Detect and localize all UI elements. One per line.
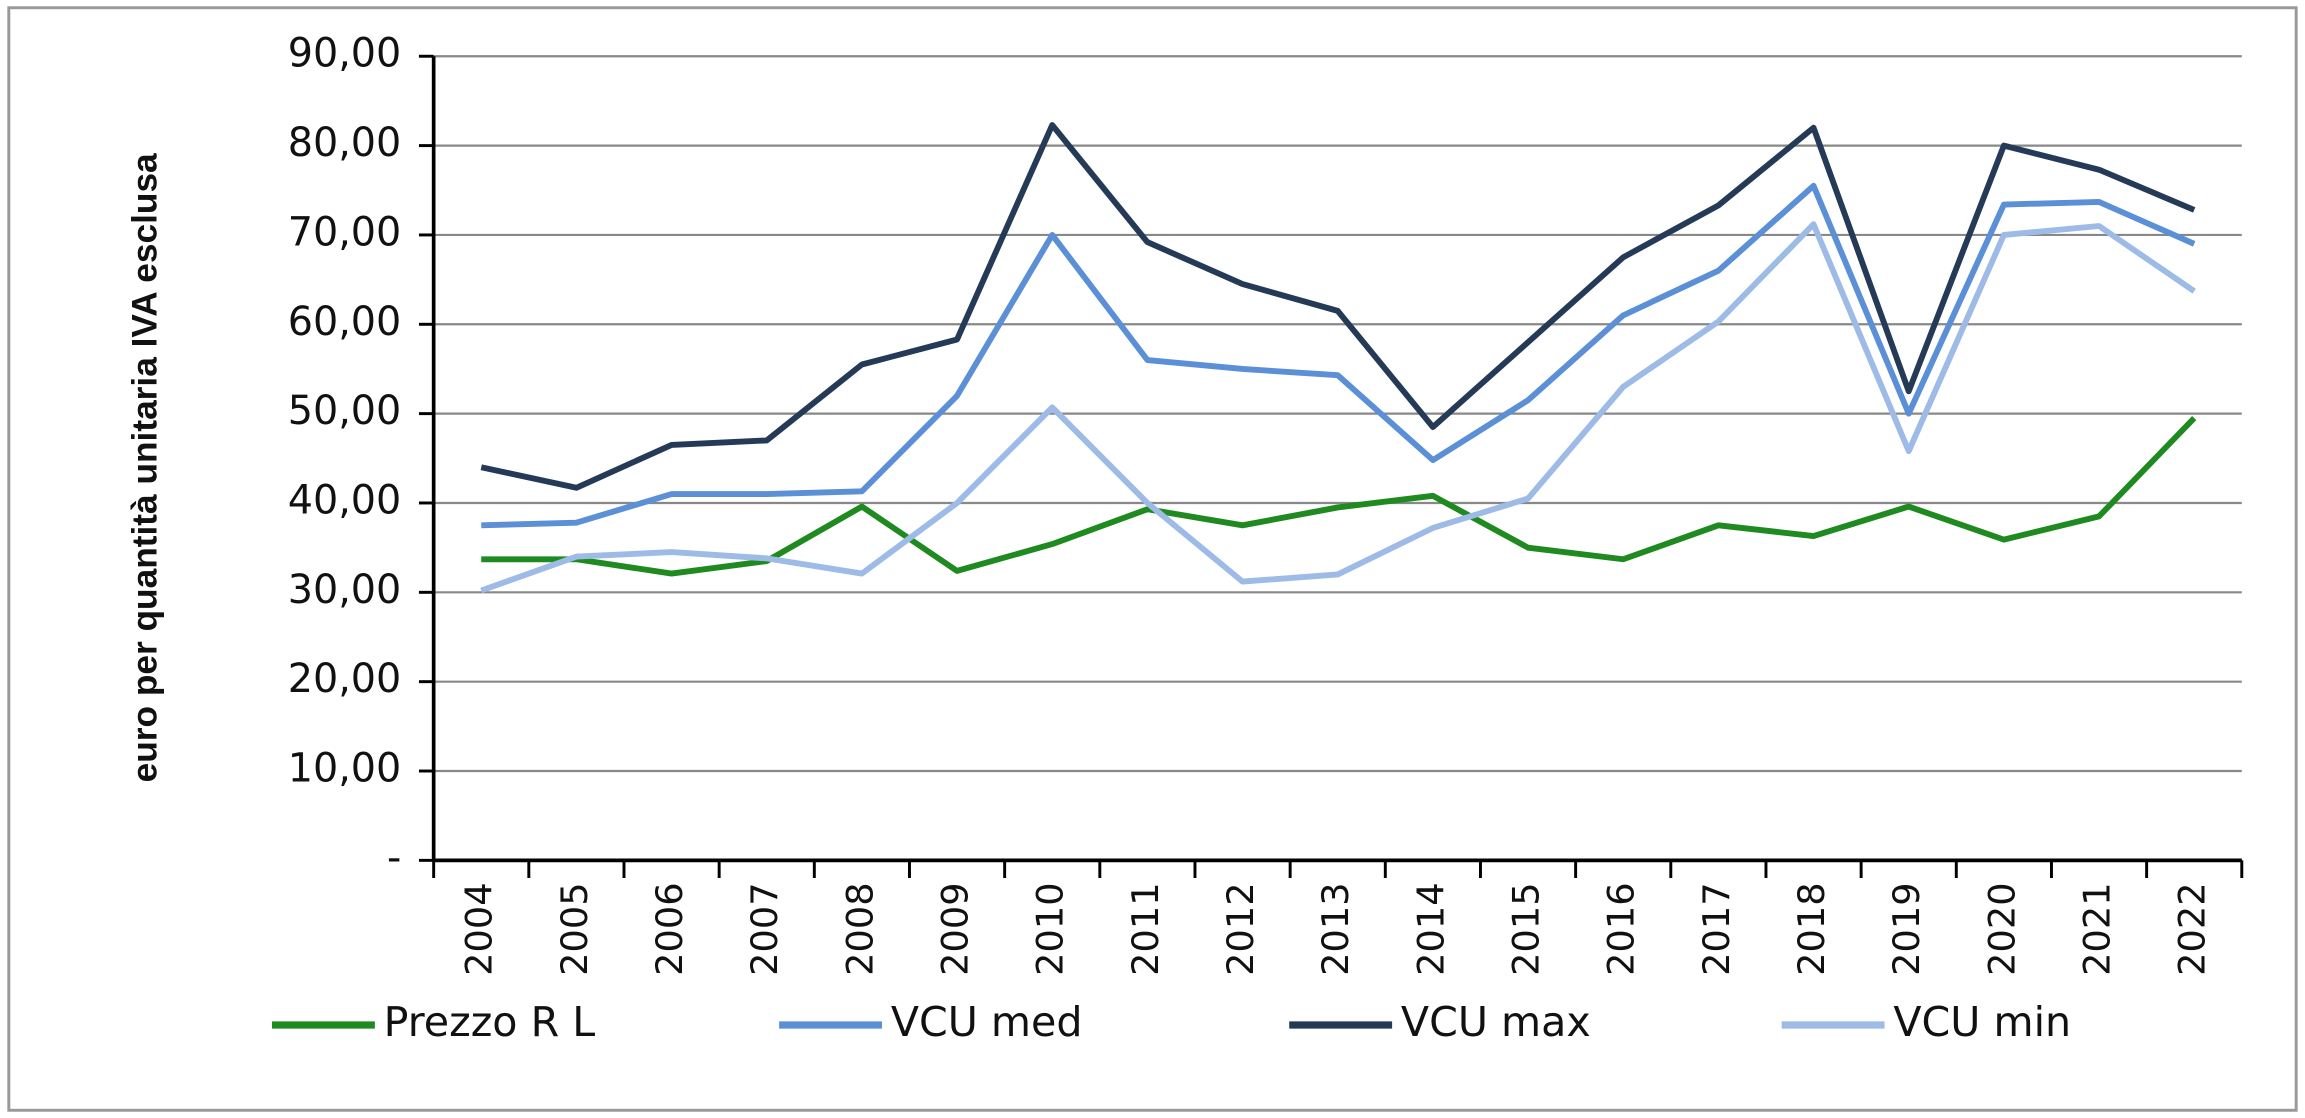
x-tick-label: 2021 — [2076, 882, 2119, 976]
x-tick-label: 2009 — [934, 882, 977, 976]
y-tick-label: 70,00 — [288, 209, 402, 255]
x-tick-label: 2017 — [1695, 882, 1738, 976]
y-tick-label: 50,00 — [288, 388, 402, 434]
y-tick-label: 10,00 — [288, 746, 402, 792]
legend-label: VCU min — [1893, 998, 2071, 1046]
x-tick-label: 2019 — [1885, 882, 1928, 976]
legend-label: VCU max — [1401, 998, 1591, 1046]
chart-frame — [7, 6, 2298, 1112]
x-tick-label: 2014 — [1409, 882, 1452, 976]
y-tick-label: 90,00 — [288, 31, 402, 77]
y-tick-label: 30,00 — [288, 567, 402, 613]
x-tick-label: 2007 — [743, 882, 786, 976]
legend-label: VCU med — [891, 998, 1083, 1046]
x-tick-label: 2010 — [1029, 882, 1072, 976]
y-tick-label: - — [387, 835, 401, 881]
x-tick-label: 2018 — [1790, 882, 1833, 976]
x-tick-label: 2013 — [1314, 882, 1357, 976]
legend-label: Prezzo R L — [384, 998, 596, 1046]
x-tick-label: 2011 — [1124, 882, 1167, 976]
y-tick-label: 60,00 — [288, 299, 402, 345]
series-line — [480, 221, 2196, 594]
y-tick-label: 20,00 — [288, 656, 402, 702]
x-tick-label: 2020 — [1980, 882, 2023, 976]
y-tick-label: 80,00 — [288, 120, 402, 166]
x-tick-label: 2004 — [458, 882, 501, 976]
x-tick-label: 2012 — [1219, 882, 1262, 976]
x-tick-label: 2006 — [648, 882, 691, 976]
series-line — [480, 122, 2196, 491]
series-line — [481, 182, 2196, 529]
x-tick-label: 2015 — [1505, 882, 1548, 976]
x-tick-label: 2016 — [1600, 882, 1643, 976]
y-axis-title: euro per quantità unitaria IVA esclusa — [125, 153, 164, 782]
x-tick-label: 2022 — [2171, 882, 2214, 976]
x-tick-label: 2008 — [838, 882, 881, 976]
y-tick-label: 40,00 — [288, 477, 402, 523]
x-tick-label: 2005 — [553, 882, 596, 976]
